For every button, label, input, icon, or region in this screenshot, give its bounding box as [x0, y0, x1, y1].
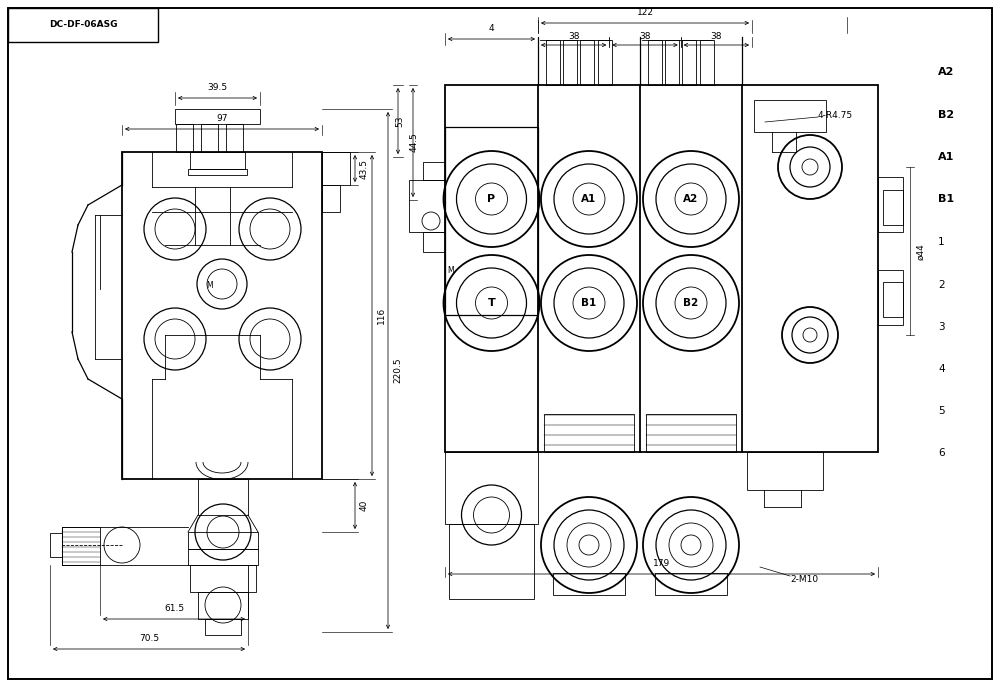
Text: A2: A2 — [683, 194, 699, 204]
Bar — [544, 414, 634, 452]
Bar — [754, 100, 826, 132]
Text: B1: B1 — [581, 298, 597, 308]
Bar — [188, 532, 258, 549]
Bar — [175, 109, 260, 124]
Text: B2: B2 — [683, 298, 699, 308]
Bar — [878, 177, 903, 232]
Text: 43.5: 43.5 — [360, 159, 369, 179]
Text: DC-DF-06ASG: DC-DF-06ASG — [49, 20, 117, 29]
Bar — [122, 152, 322, 479]
Text: T: T — [488, 298, 495, 308]
Bar — [445, 85, 878, 452]
Bar — [188, 549, 258, 565]
Bar — [747, 452, 823, 490]
Text: B2: B2 — [938, 110, 954, 120]
Text: 1: 1 — [938, 237, 945, 247]
Bar — [598, 40, 612, 85]
Text: M: M — [448, 265, 454, 275]
Bar — [205, 619, 241, 635]
Bar — [198, 479, 248, 515]
Bar — [445, 127, 538, 315]
Bar — [409, 180, 445, 232]
Text: 4: 4 — [938, 364, 945, 374]
Bar — [883, 282, 903, 317]
Bar — [553, 573, 625, 595]
Bar — [580, 40, 594, 85]
Bar — [8, 8, 158, 42]
Text: A1: A1 — [581, 194, 597, 204]
Text: 38: 38 — [639, 32, 651, 41]
Bar — [226, 124, 243, 152]
Text: 61.5: 61.5 — [164, 604, 184, 613]
Bar — [201, 124, 218, 152]
Text: 38: 38 — [711, 32, 722, 41]
Bar — [665, 40, 679, 85]
Text: 38: 38 — [568, 32, 579, 41]
Bar — [62, 527, 100, 565]
Bar — [449, 524, 534, 599]
Bar — [188, 169, 247, 175]
Bar — [563, 40, 577, 85]
Text: 5: 5 — [938, 406, 945, 416]
Bar — [646, 414, 736, 452]
Text: 44.5: 44.5 — [410, 133, 419, 153]
Bar — [198, 592, 248, 619]
Bar — [190, 565, 256, 592]
Bar — [445, 452, 538, 524]
Bar — [322, 152, 350, 185]
Text: 40: 40 — [360, 500, 369, 511]
Text: 53: 53 — [395, 115, 404, 126]
Text: P: P — [487, 194, 496, 204]
Bar — [878, 270, 903, 325]
Bar — [648, 40, 662, 85]
Bar — [176, 124, 193, 152]
Bar — [682, 40, 696, 85]
Bar — [322, 185, 340, 212]
Text: 4: 4 — [489, 24, 494, 33]
Text: 4-R4.75: 4-R4.75 — [818, 111, 853, 120]
Text: ø44: ø44 — [916, 244, 925, 260]
Text: 70.5: 70.5 — [139, 634, 159, 643]
Text: 2: 2 — [938, 280, 945, 290]
Text: 39.5: 39.5 — [207, 83, 228, 92]
Text: 97: 97 — [216, 114, 228, 123]
Text: A2: A2 — [938, 67, 954, 77]
Text: 2-M10: 2-M10 — [790, 574, 818, 583]
Bar — [655, 573, 727, 595]
Bar — [883, 190, 903, 225]
Bar — [546, 40, 560, 85]
Text: M: M — [207, 280, 213, 289]
Text: 3: 3 — [938, 322, 945, 332]
Text: 122: 122 — [636, 8, 653, 17]
Text: 220.5: 220.5 — [393, 358, 402, 383]
Text: 6: 6 — [938, 448, 945, 458]
Bar — [423, 162, 445, 180]
Bar — [423, 232, 445, 252]
Text: 179: 179 — [653, 559, 670, 568]
Text: 116: 116 — [377, 307, 386, 324]
Text: A1: A1 — [938, 152, 954, 162]
Text: B1: B1 — [938, 194, 954, 204]
Bar — [700, 40, 714, 85]
Bar — [50, 533, 62, 557]
Bar — [190, 152, 245, 169]
